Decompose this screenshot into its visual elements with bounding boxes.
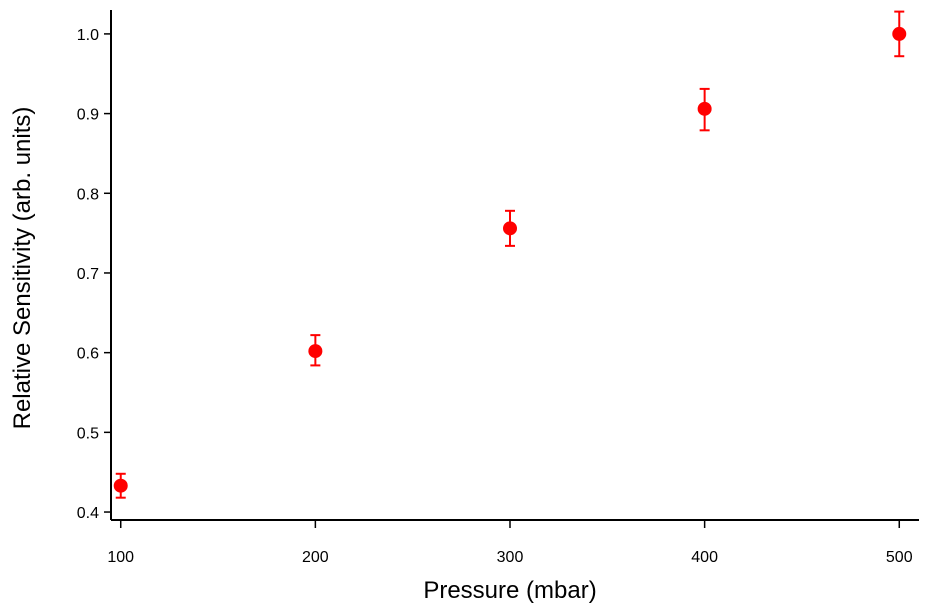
y-tick-label: 0.9: [77, 107, 99, 124]
data-marker: [697, 101, 712, 116]
x-tick-label: 400: [691, 549, 718, 566]
x-tick-label: 200: [302, 549, 329, 566]
x-tick-label: 300: [497, 549, 524, 566]
x-tick-label: 100: [107, 549, 134, 566]
y-tick-label: 0.5: [77, 425, 99, 442]
x-tick-label: 500: [886, 549, 913, 566]
y-tick-label: 0.8: [77, 186, 99, 203]
data-point: [308, 334, 323, 367]
y-tick-label: 0.4: [77, 505, 99, 522]
data-point: [892, 10, 907, 58]
ticks: 0.4 0.5 0.6 0.7 0.8 0.9 1.0 100 200 300 400 500: [77, 27, 913, 566]
data-marker: [503, 221, 517, 236]
data-points: [113, 10, 907, 499]
y-tick-label: 0.6: [77, 346, 99, 363]
x-axis-title: Pressure (mbar): [423, 577, 596, 604]
data-marker: [113, 478, 128, 493]
data-point: [503, 209, 517, 247]
data-point: [697, 87, 712, 132]
data-marker: [308, 344, 323, 359]
y-tick-label: 1.0: [77, 27, 99, 44]
axes: [110, 10, 919, 521]
y-tick-label: 0.7: [77, 266, 99, 283]
data-marker: [892, 26, 907, 41]
data-point: [113, 472, 128, 499]
y-axis-title: Relative Sensitivity (arb. units): [9, 107, 36, 430]
